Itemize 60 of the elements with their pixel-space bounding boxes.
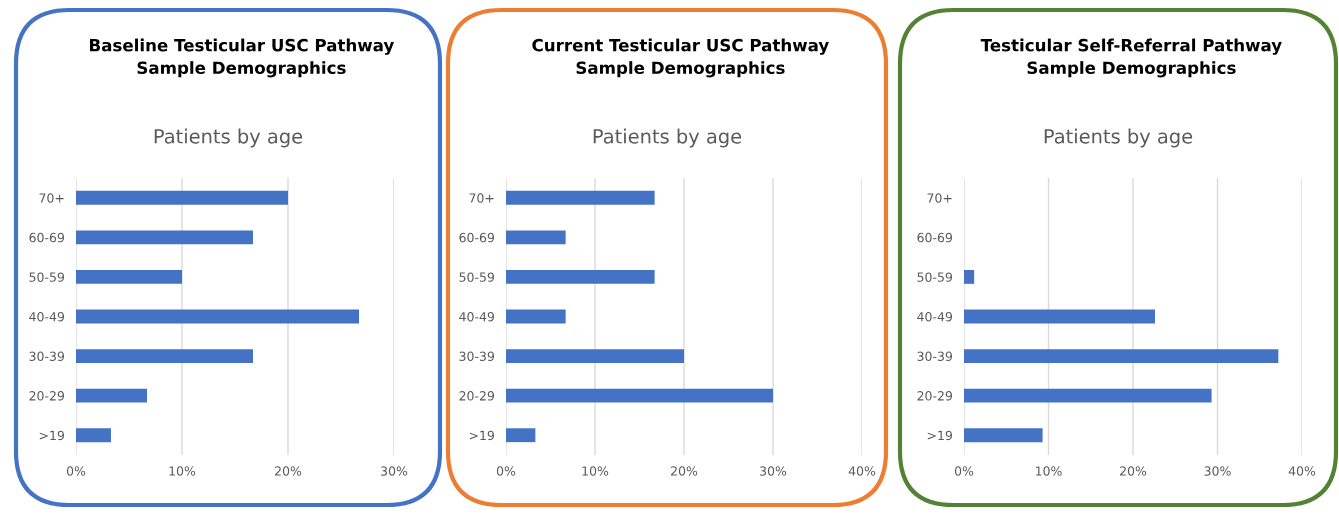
bar [506, 270, 655, 284]
x-tick-label: 30% [381, 466, 408, 476]
bar [76, 388, 148, 403]
y-tick-label: 40-49 [29, 311, 65, 322]
chart-title: Current Testicular USC Pathway Sample Demographics [532, 38, 829, 78]
y-tick-label: 60-69 [917, 232, 953, 243]
x-tick-label: 0% [496, 466, 516, 476]
x-tick-label: 40% [848, 466, 876, 476]
bar [964, 388, 1212, 403]
chart-subtitle: Patients by age [154, 128, 303, 148]
y-tick-label: 60-69 [29, 232, 65, 243]
bar [76, 309, 360, 324]
y-tick-label: >19 [927, 430, 953, 441]
bar [506, 230, 566, 245]
bar [76, 349, 254, 363]
y-tick-label: 40-49 [459, 311, 495, 322]
x-tick-label: 30% [760, 466, 787, 476]
chart-title: Testicular Self-Referral Pathway Sample Demographics [980, 38, 1282, 78]
x-tick-label: 0% [66, 466, 86, 476]
bar [964, 428, 1043, 443]
y-tick-label: 60-69 [459, 232, 495, 243]
bar [506, 309, 566, 324]
y-tick-label: 30-39 [459, 351, 495, 361]
y-tick-label: >19 [469, 430, 495, 441]
x-tick-label: 20% [671, 466, 698, 476]
y-tick-label: 20-29 [29, 391, 65, 401]
y-tick-label: 70+ [469, 193, 494, 203]
y-tick-label: >19 [39, 430, 65, 441]
bar [76, 270, 182, 284]
y-tick-label: 50-59 [29, 272, 65, 282]
bar [506, 428, 536, 443]
x-tick-label: 10% [582, 466, 609, 476]
bar [76, 230, 254, 245]
bar [76, 428, 111, 443]
bar [964, 270, 975, 284]
x-tick-label: 20% [1120, 466, 1147, 476]
bar [506, 190, 655, 205]
y-tick-label: 30-39 [29, 351, 65, 361]
bar [506, 388, 773, 403]
y-tick-label: 40-49 [917, 311, 953, 322]
x-tick-label: 30% [1204, 466, 1231, 476]
x-tick-label: 40% [1288, 466, 1316, 476]
bar [964, 349, 1279, 363]
y-tick-label: 20-29 [459, 391, 495, 401]
chart-subtitle: Patients by age [1044, 128, 1193, 148]
y-tick-label: 50-59 [459, 272, 495, 282]
chart-title: Baseline Testicular USC Pathway Sample Demographics [90, 38, 394, 78]
bar [964, 309, 1155, 324]
y-tick-label: 70+ [927, 193, 952, 203]
x-tick-label: 10% [1035, 466, 1062, 476]
bar [506, 349, 684, 363]
x-tick-label: 0% [954, 466, 974, 476]
y-tick-label: 50-59 [917, 272, 953, 282]
x-tick-label: 20% [275, 466, 302, 476]
y-tick-label: 30-39 [917, 351, 953, 361]
y-tick-label: 20-29 [917, 391, 953, 401]
bar [76, 190, 288, 205]
chart-subtitle: Patients by age [593, 128, 742, 148]
x-tick-label: 10% [169, 466, 196, 476]
y-tick-label: 70+ [39, 193, 64, 203]
